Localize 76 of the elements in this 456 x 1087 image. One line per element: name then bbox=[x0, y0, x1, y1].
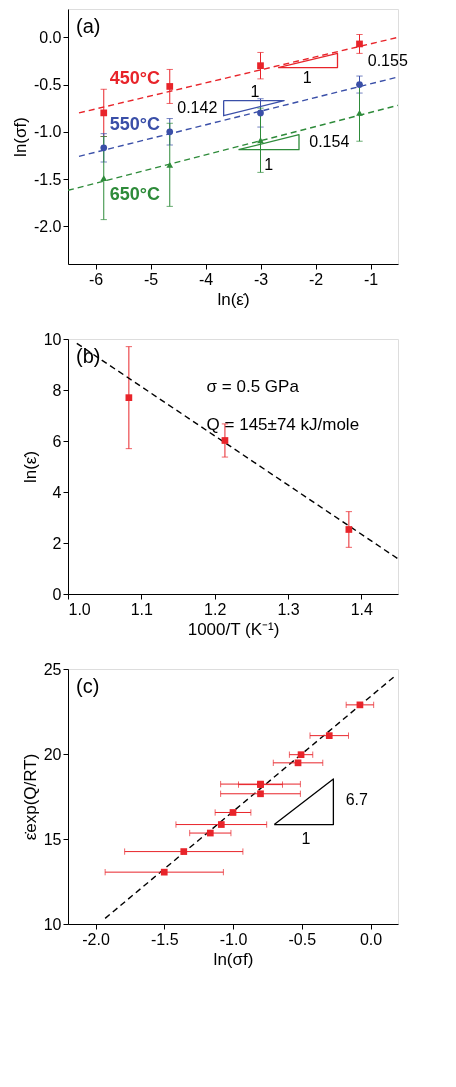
point bbox=[217, 821, 225, 828]
annotation: (a) bbox=[76, 15, 101, 37]
point bbox=[100, 175, 108, 181]
y-tick-label: 15 bbox=[43, 830, 62, 848]
y-tick-label: -2.0 bbox=[33, 217, 62, 235]
x-tick-label: -1.0 bbox=[219, 930, 248, 948]
point bbox=[160, 868, 168, 876]
annotation: 6.7 bbox=[345, 790, 368, 808]
x-tick-label: -1.5 bbox=[150, 930, 179, 948]
x-tick-label: 1.3 bbox=[277, 600, 300, 618]
x-tick-label: 1.1 bbox=[130, 600, 154, 618]
point bbox=[257, 781, 264, 788]
x-tick-label: -2 bbox=[308, 270, 324, 288]
x-tick-label: 0.0 bbox=[359, 930, 383, 948]
y-tick-label: 10 bbox=[43, 330, 62, 348]
annotation: (b) bbox=[76, 345, 101, 367]
x-tick-label: -3 bbox=[253, 270, 269, 288]
point bbox=[166, 161, 174, 168]
y-tick-label: 0 bbox=[52, 585, 62, 603]
x-tick-label: -0.5 bbox=[288, 930, 317, 948]
point bbox=[356, 40, 363, 48]
y-tick-label: 25 bbox=[43, 660, 62, 678]
x-axis-title: ln(σf) bbox=[213, 949, 254, 969]
y-axis-title: ln(ε̇) bbox=[20, 450, 40, 484]
point bbox=[100, 144, 108, 152]
x-tick-label: 1.4 bbox=[350, 600, 374, 618]
point bbox=[257, 790, 264, 798]
point bbox=[257, 62, 264, 70]
annotation: Q = 145±74 kJ/mole bbox=[206, 415, 360, 434]
annotation: 1 bbox=[264, 155, 274, 173]
y-tick-label: 4 bbox=[52, 483, 62, 501]
y-tick-label: -1.5 bbox=[33, 170, 62, 188]
annotation: 0.154 bbox=[309, 133, 350, 151]
point bbox=[297, 751, 305, 759]
y-tick-label: 6 bbox=[52, 432, 62, 450]
annotation: σ = 0.5 GPa bbox=[206, 377, 300, 396]
y-tick-label: 8 bbox=[52, 381, 62, 399]
y-axis-title: ln(σf) bbox=[10, 117, 30, 157]
annotation: (c) bbox=[76, 675, 100, 697]
annotation: 0.155 bbox=[367, 51, 408, 69]
x-tick-label: -4 bbox=[198, 270, 214, 288]
point bbox=[345, 526, 353, 533]
y-axis-title: ε̇exp(Q/RT) bbox=[20, 753, 40, 841]
point bbox=[325, 732, 333, 739]
point bbox=[294, 759, 302, 767]
point bbox=[257, 109, 264, 117]
y-tick-label: 0.0 bbox=[39, 28, 62, 46]
x-tick-label: -2.0 bbox=[82, 930, 110, 948]
x-tick-label: 1.2 bbox=[204, 600, 227, 618]
x-axis-title: ln(ε̇) bbox=[217, 289, 250, 309]
point bbox=[229, 809, 237, 816]
point bbox=[125, 394, 133, 401]
y-tick-label: 20 bbox=[43, 745, 62, 763]
x-tick-label: 1.0 bbox=[68, 600, 91, 618]
series-label: 450°C bbox=[109, 67, 160, 88]
annotation: 0.142 bbox=[177, 99, 218, 117]
point bbox=[221, 437, 229, 444]
x-tick-label: -5 bbox=[143, 270, 159, 288]
y-tick-label: 10 bbox=[43, 915, 62, 933]
point bbox=[180, 848, 188, 855]
x-axis-title: 1000/T (K⁻¹) bbox=[187, 619, 280, 639]
point bbox=[166, 128, 174, 136]
x-tick-label: -6 bbox=[88, 270, 104, 288]
point bbox=[206, 829, 214, 837]
y-tick-label: 2 bbox=[52, 534, 62, 552]
annotation: 1 bbox=[301, 830, 311, 847]
annotation: 1 bbox=[302, 68, 312, 86]
point bbox=[100, 109, 108, 117]
point bbox=[166, 83, 174, 90]
x-tick-label: -1 bbox=[363, 270, 379, 288]
series-label: 650°C bbox=[109, 184, 160, 205]
point bbox=[257, 137, 264, 144]
y-tick-label: -1.0 bbox=[33, 123, 62, 141]
annotation: 1 bbox=[250, 83, 260, 101]
y-tick-label: -0.5 bbox=[33, 76, 62, 94]
series-label: 550°C bbox=[109, 113, 160, 134]
